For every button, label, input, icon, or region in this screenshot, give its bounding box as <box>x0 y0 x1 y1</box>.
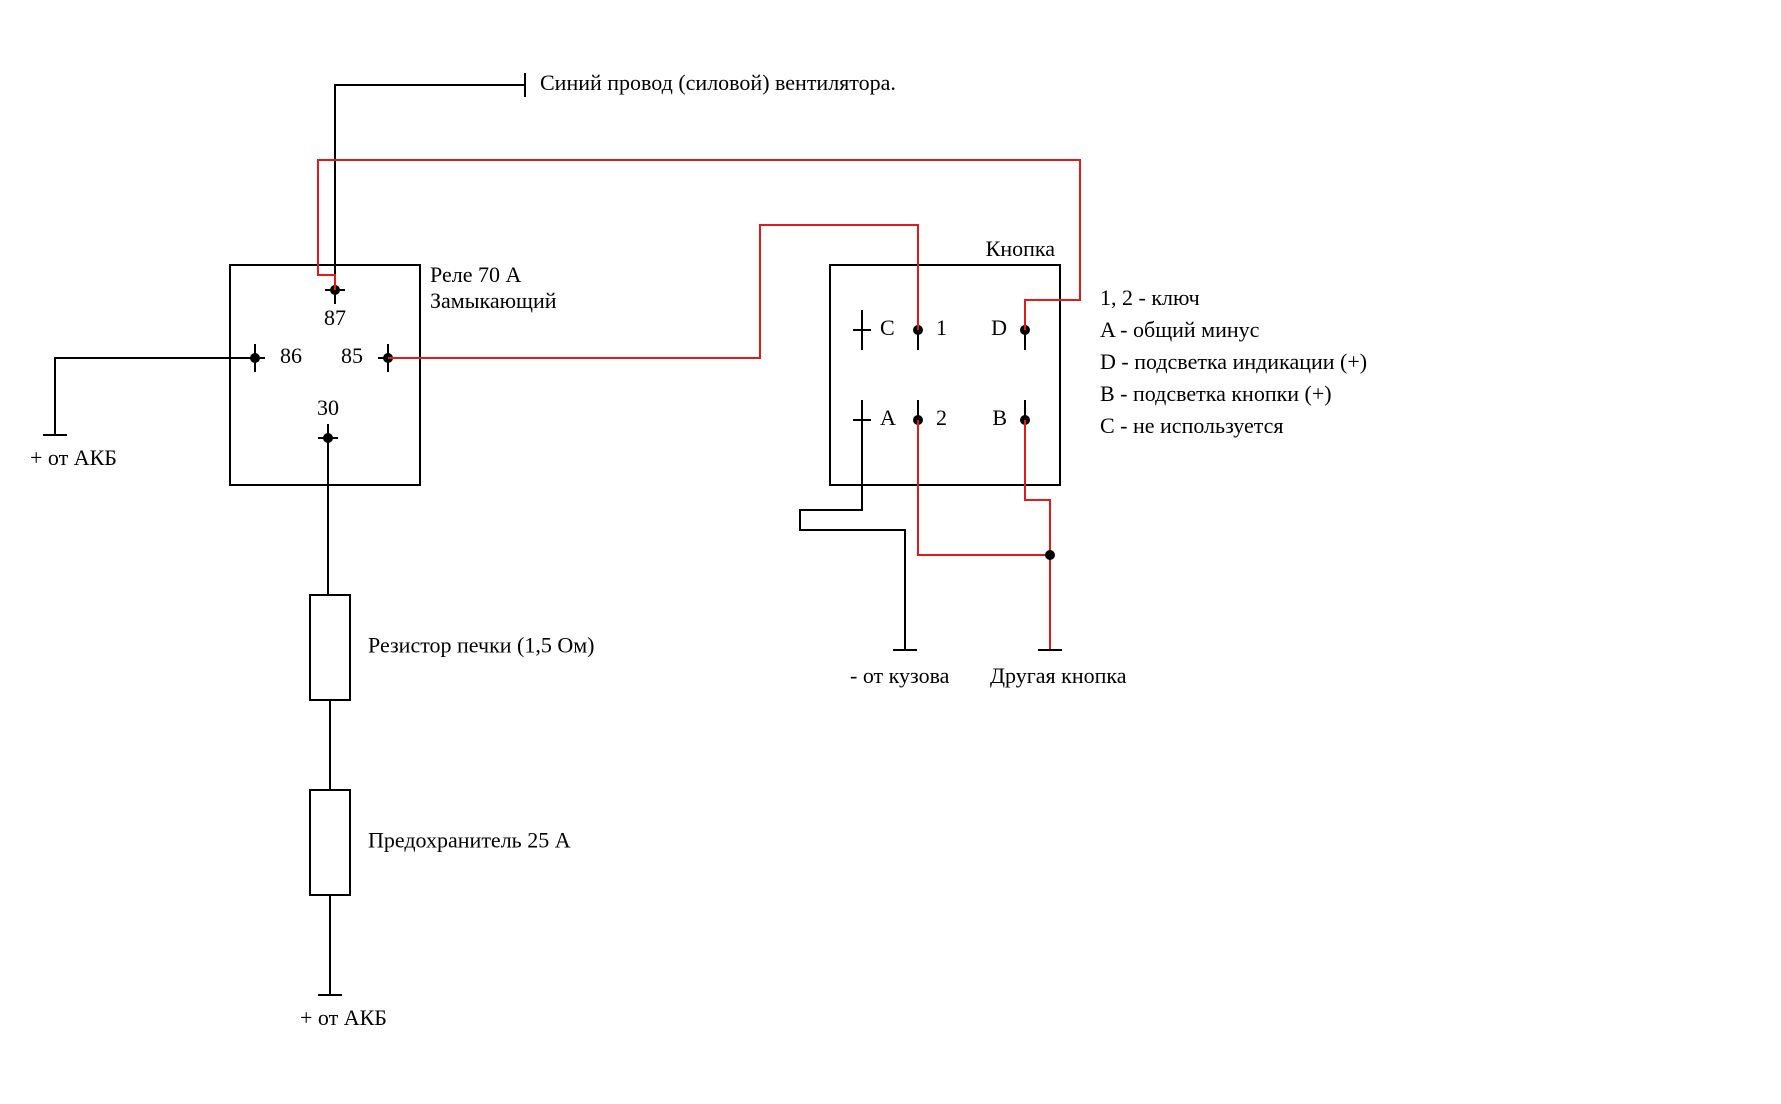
relay-label-2: Замыкающий <box>430 288 557 313</box>
junction-2B <box>1045 550 1055 560</box>
legend-line-3: D - подсветка индикации (+) <box>1100 349 1367 374</box>
relay-pin-86-label: 86 <box>280 343 302 368</box>
button-pin-A-label: A <box>880 405 896 430</box>
wire-2-to-B <box>918 420 1050 555</box>
button-pin-B-label: B <box>992 405 1007 430</box>
resistor-label: Резистор печки (1,5 Ом) <box>368 633 595 658</box>
legend-line-5: C - не используется <box>1100 413 1284 438</box>
relay-pin-30-label: 30 <box>317 395 339 420</box>
relay-box <box>230 265 420 485</box>
relay-pin-87-label: 87 <box>324 305 346 330</box>
other-button-label: Другая кнопка <box>990 663 1127 688</box>
akb-bottom-label: + от АКБ <box>300 1005 387 1030</box>
akb-top-label: + от АКБ <box>30 445 117 470</box>
body-label: - от кузова <box>850 663 950 688</box>
button-pin-C-label: C <box>880 315 895 340</box>
relay-pin-85-label: 85 <box>341 343 363 368</box>
button-pin-1-label: 1 <box>936 315 947 340</box>
legend-line-2: A - общий минус <box>1100 317 1260 342</box>
button-pin-2-label: 2 <box>936 405 947 430</box>
resistor-box <box>310 595 350 700</box>
legend-line-1: 1, 2 - ключ <box>1100 285 1200 310</box>
wire-fan <box>335 85 525 290</box>
fuse-box <box>310 790 350 895</box>
relay-label-1: Реле 70 А <box>430 262 521 287</box>
legend-line-4: B - подсветка кнопки (+) <box>1100 381 1332 406</box>
fuse-label: Предохранитель 25 А <box>368 828 571 853</box>
wire-A-to-body <box>800 420 905 650</box>
wire-86-to-akb <box>55 358 255 435</box>
fan-wire-label: Синий провод (силовой) вентилятора. <box>540 70 896 95</box>
button-pin-D-label: D <box>991 315 1007 340</box>
button-title: Кнопка <box>986 236 1056 261</box>
